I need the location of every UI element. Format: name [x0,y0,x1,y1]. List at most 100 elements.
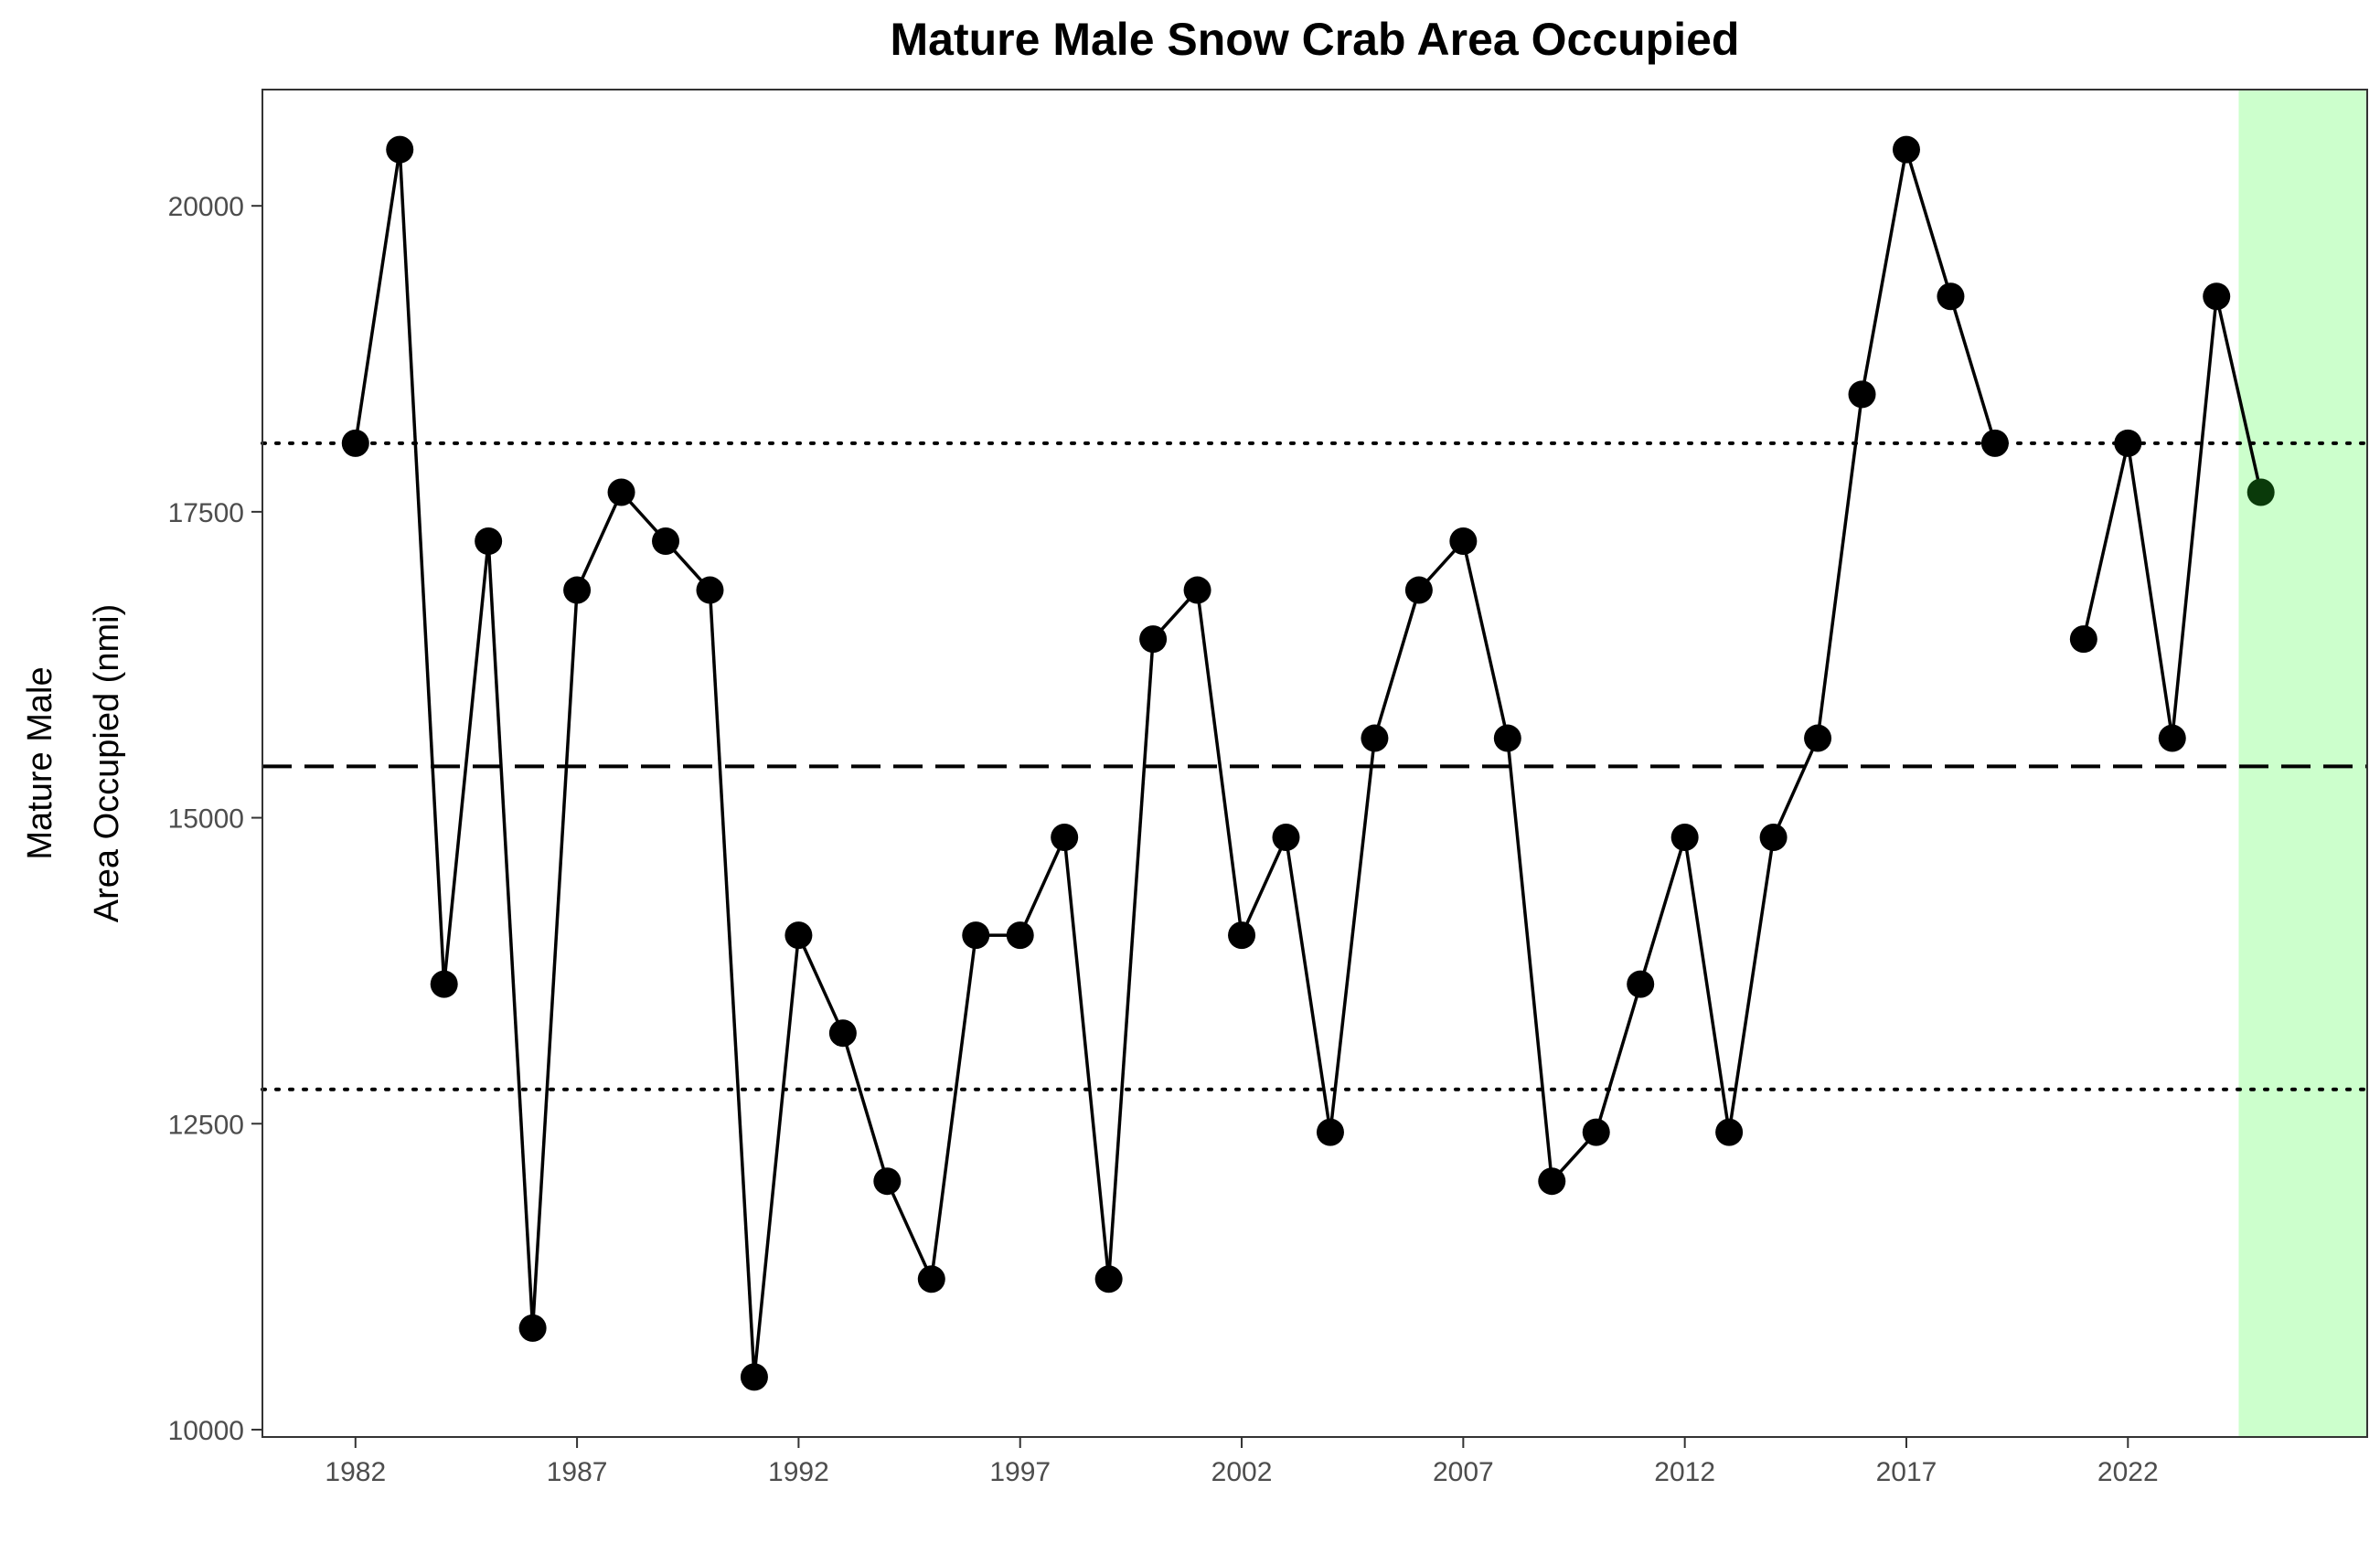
series-line-segment [1329,738,1377,1133]
data-point [917,1265,945,1293]
data-point [1892,135,1920,164]
data-point [518,1314,547,1342]
latest-data-point [2247,478,2275,506]
data-point [962,921,990,950]
series-line-segment [930,934,977,1280]
x-tick-label: 2002 [1211,1457,1273,1487]
data-point [1228,921,1256,950]
data-point [475,527,503,556]
plot-background [262,90,2367,1437]
x-tick-label: 2017 [1876,1457,1937,1487]
data-point [2203,282,2231,311]
data-point [740,1363,768,1391]
series-line-segment [841,1032,890,1182]
data-point [1715,1118,1744,1146]
series-line-segment [575,491,624,591]
series-line-segment [1727,836,1776,1133]
series-line-segment [2082,442,2130,640]
data-point [386,135,414,164]
y-tick-label: 17500 [168,498,244,528]
series-line-segment [1461,540,1510,739]
series-points-group [341,135,2275,1391]
series-line-group [354,149,2263,1378]
data-point [784,921,813,950]
y-axis-label-line-2: Area Occupied (nmi) [88,604,126,922]
series-line-segment [442,540,490,985]
data-point [1980,429,2009,457]
series-line-segment [1019,836,1066,936]
data-point [1627,970,1655,998]
data-point [1006,921,1034,950]
series-line-segment [1372,590,1421,740]
data-point [1051,823,1079,851]
data-point [873,1167,902,1196]
y-tick-label: 12500 [168,1110,244,1140]
y-axis: 10000 12500 15000 17500 20000 [168,192,262,1446]
x-tick-label: 1987 [547,1457,608,1487]
series-line-segment [1816,394,1864,739]
series-line-segment [1682,836,1731,1133]
series-line-segment [1595,984,1642,1134]
series-line-segment [796,934,845,1034]
y-tick-label: 15000 [168,804,244,835]
series-line-segment [885,1180,934,1281]
series-line-segment [1062,836,1111,1280]
x-tick-label: 2007 [1433,1457,1494,1487]
series-line-segment [1948,295,1997,444]
data-point [652,527,680,556]
data-point [1183,576,1211,604]
data-point [2158,724,2186,752]
series-line-segment [1506,738,1554,1182]
series-line-segment [354,149,401,444]
series-line-segment [2171,296,2218,739]
data-point [1804,724,1832,752]
data-point [1361,724,1389,752]
data-point [1316,1118,1344,1146]
series-line-segment [1195,590,1243,936]
plot-border [261,89,2368,1438]
series-line-segment [2126,442,2174,739]
data-point [696,576,724,604]
data-point [1139,625,1168,654]
series-line-segment [486,540,535,1328]
series-line-segment [708,590,756,1378]
data-point [1937,282,1965,311]
x-tick-label: 1997 [989,1457,1051,1487]
series-line-segment [2215,295,2263,493]
series-line-segment [1638,836,1687,985]
series-line-segment [1905,149,1953,297]
x-tick-label: 2022 [2097,1457,2159,1487]
x-tick-label: 1982 [325,1457,386,1487]
data-point [1493,724,1521,752]
x-axis: 1982 1987 1992 1997 2002 2007 2012 2017 2022 [325,1437,2159,1487]
data-point [1404,576,1433,604]
data-point [1670,823,1699,851]
chart-title: Mature Male Snow Crab Area Occupied [891,14,1740,65]
x-tick-label: 1992 [768,1457,829,1487]
series-line-segment [1240,836,1288,936]
data-point [2114,429,2142,457]
data-point [828,1019,857,1048]
data-point [430,970,458,998]
data-point [2069,625,2097,654]
y-tick-label: 10000 [168,1416,244,1446]
x-tick-label: 2012 [1654,1457,1715,1487]
series-line-segment [1106,638,1155,1280]
series-line-segment [1284,836,1332,1133]
y-axis-label-line-1: Mature Male [21,666,59,859]
data-point [607,478,635,506]
data-point [1538,1167,1566,1196]
data-point [563,576,592,604]
data-point [1848,380,1876,409]
data-point [1759,823,1788,851]
latest-year-highlight [2238,90,2367,1437]
series-line-segment [1860,149,1908,395]
data-point [1272,823,1300,851]
data-point [1449,527,1478,556]
data-point [1094,1265,1123,1293]
y-tick-label: 20000 [168,192,244,222]
series-line-segment [398,149,446,985]
data-point [1582,1118,1610,1146]
series-line-segment [752,934,801,1378]
